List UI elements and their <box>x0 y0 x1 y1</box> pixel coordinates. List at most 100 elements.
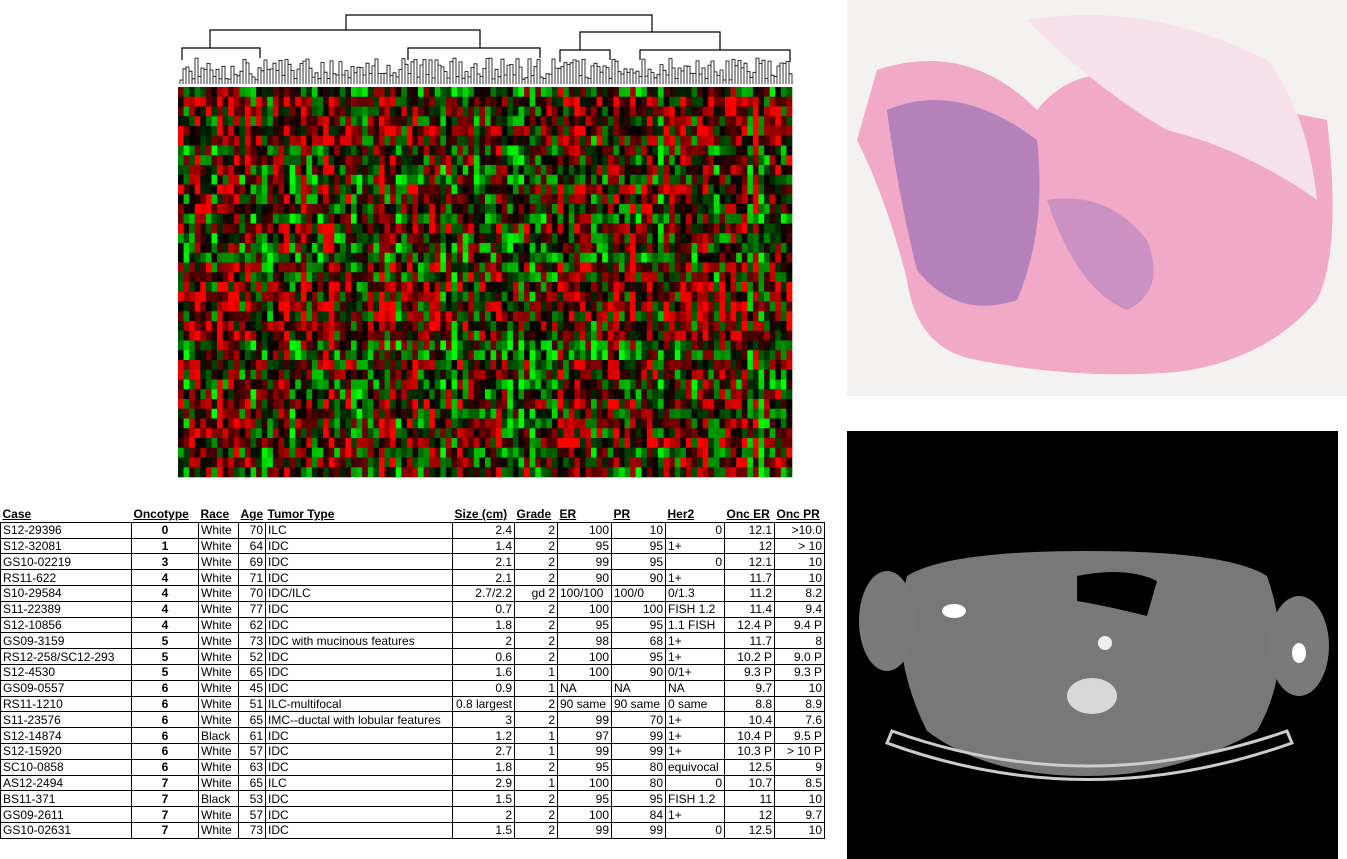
heatmap-cell <box>736 223 743 234</box>
heatmap-cell <box>485 330 491 341</box>
heatmap-cell <box>401 194 408 205</box>
heatmap-cell <box>585 126 592 137</box>
heatmap-cell <box>473 311 480 322</box>
heatmap-cell <box>624 223 631 234</box>
heatmap-cell <box>591 330 597 341</box>
heatmap-cell <box>736 233 743 244</box>
heatmap-cell <box>758 184 765 195</box>
heatmap-cell <box>429 96 436 107</box>
heatmap-cell <box>228 272 235 283</box>
heatmap-cell <box>300 174 307 185</box>
heatmap-cell <box>691 243 698 254</box>
heatmap-cell <box>462 321 469 332</box>
heatmap-cell <box>233 340 240 351</box>
heatmap-cell <box>708 243 715 254</box>
heatmap-cell <box>518 126 525 137</box>
heatmap-cell <box>412 428 419 439</box>
heatmap-cell <box>596 457 603 468</box>
heatmap-cell <box>339 96 346 107</box>
heatmap-cell <box>596 155 603 166</box>
heatmap-cell <box>272 330 279 341</box>
heatmap-cell <box>752 87 759 98</box>
heatmap-cell <box>261 389 268 400</box>
heatmap-cell <box>300 321 307 332</box>
heatmap-cell <box>228 262 235 273</box>
heatmap-cell <box>741 252 748 263</box>
heatmap-cell <box>295 389 302 400</box>
heatmap-cell <box>205 204 212 215</box>
heatmap-cell <box>418 311 424 322</box>
heatmap-cell <box>239 272 246 283</box>
heatmap-cell <box>697 135 703 146</box>
heatmap-cell <box>300 438 307 449</box>
heatmap-cell <box>211 389 218 400</box>
heatmap-cell <box>378 96 385 107</box>
heatmap-cell <box>535 184 542 195</box>
heatmap-cell <box>607 369 614 380</box>
heatmap-cell <box>646 340 653 351</box>
heatmap-cell <box>596 438 603 449</box>
heatmap-cell <box>323 252 330 263</box>
heatmap-cell <box>412 340 419 351</box>
heatmap-cell <box>585 145 592 156</box>
heatmap-cell <box>574 311 581 322</box>
heatmap-cell <box>345 389 352 400</box>
table-cell: GS10-02219 <box>0 553 132 571</box>
heatmap-cell <box>485 301 491 312</box>
heatmap-cell <box>479 389 486 400</box>
heatmap-cell <box>317 379 324 390</box>
heatmap-cell <box>551 116 558 127</box>
heatmap-cell <box>244 252 251 263</box>
heatmap-cell <box>328 135 335 146</box>
heatmap-cell <box>563 321 570 332</box>
heatmap-cell <box>607 174 614 185</box>
heatmap-cell <box>725 428 731 439</box>
heatmap-cell <box>317 204 324 215</box>
heatmap-cell <box>769 213 776 224</box>
heatmap-cell <box>390 135 396 146</box>
heatmap-cell <box>244 291 251 302</box>
heatmap-cell <box>200 399 207 410</box>
heatmap-cell <box>585 204 592 215</box>
heatmap-cell <box>607 262 614 273</box>
heatmap-cell <box>362 369 369 380</box>
heatmap-cell <box>490 223 497 234</box>
heatmap-cell <box>311 428 318 439</box>
heatmap-cell <box>579 408 586 419</box>
heatmap-cell <box>551 87 558 98</box>
heatmap-cell <box>602 379 609 390</box>
heatmap-cell <box>540 350 547 361</box>
heatmap-cell <box>250 96 257 107</box>
heatmap-cell <box>272 438 279 449</box>
heatmap-cell <box>233 272 240 283</box>
table-cell: 2.7/2.2 <box>452 585 515 602</box>
heatmap-cell <box>222 204 229 215</box>
heatmap-cell <box>272 311 279 322</box>
heatmap-cell <box>780 165 787 176</box>
heatmap-cell <box>339 106 346 117</box>
heatmap-cell <box>518 194 525 205</box>
heatmap-cell <box>256 350 263 361</box>
heatmap-cell <box>468 213 475 224</box>
heatmap-cell <box>579 106 586 117</box>
heatmap-cell <box>239 116 246 127</box>
table-cell: 100 <box>557 601 612 618</box>
heatmap-cell <box>205 408 212 419</box>
heatmap-cell <box>607 96 614 107</box>
heatmap-cell <box>680 360 687 371</box>
heatmap-cell <box>719 408 726 419</box>
heatmap-cell <box>652 418 659 429</box>
heatmap-cell <box>674 340 681 351</box>
heatmap-cell <box>663 389 670 400</box>
heatmap-cell <box>713 155 720 166</box>
table-cell: 0.6 <box>452 648 515 665</box>
heatmap-cell <box>217 87 223 98</box>
heatmap-cell <box>574 126 581 137</box>
heatmap-cell <box>261 379 268 390</box>
heatmap-cell <box>518 399 525 410</box>
heatmap-cell <box>451 438 458 449</box>
heatmap-cell <box>535 389 542 400</box>
heatmap-cell <box>518 350 525 361</box>
heatmap-cell <box>518 447 525 458</box>
heatmap-cell <box>747 408 754 419</box>
